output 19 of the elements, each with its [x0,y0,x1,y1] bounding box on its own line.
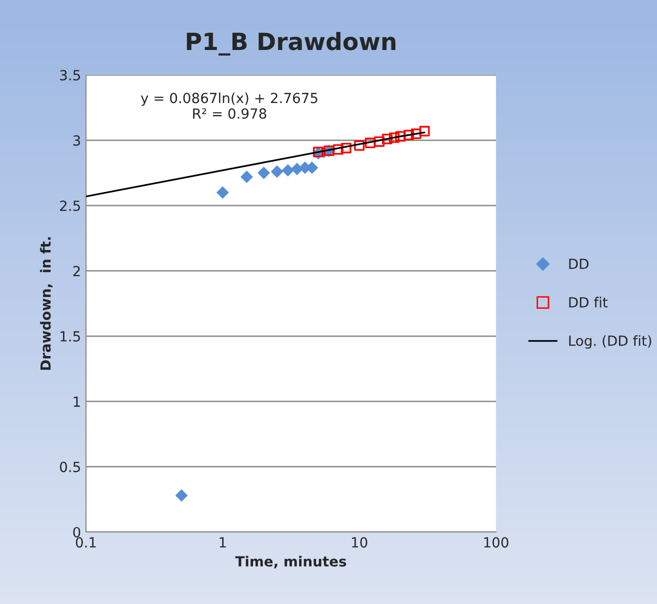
legend-label: DD fit [569,296,608,308]
x-tick-label: 1 [220,537,226,548]
y-tick-label: 3 [73,135,80,146]
x-axis-title: Time, minutes [235,556,346,568]
y-tick-label: 1.5 [60,331,80,342]
y-tick-label: 2.5 [60,200,80,212]
y-tick-label: 0 [73,526,80,538]
y-tick-label: 3.5 [60,70,80,80]
annotation: y = 0.0867ln(x) + 2.7675 R² = 0.978 [140,92,318,119]
y-tick-label: 2 [73,266,80,276]
x-tick-label: 10 [352,537,368,548]
y-axis-title: Drawdown, in ft. [40,237,53,370]
x-tick-label: 0.1 [76,537,96,548]
chart-title: P1_B Drawdown [186,32,396,56]
y-tick-label: 1 [74,396,80,407]
x-tick-label: 100 [484,537,508,548]
legend-label: Log. (DD fit) [569,335,652,349]
legend-label: DD [569,258,588,269]
y-tick-label: 0.5 [60,462,80,472]
